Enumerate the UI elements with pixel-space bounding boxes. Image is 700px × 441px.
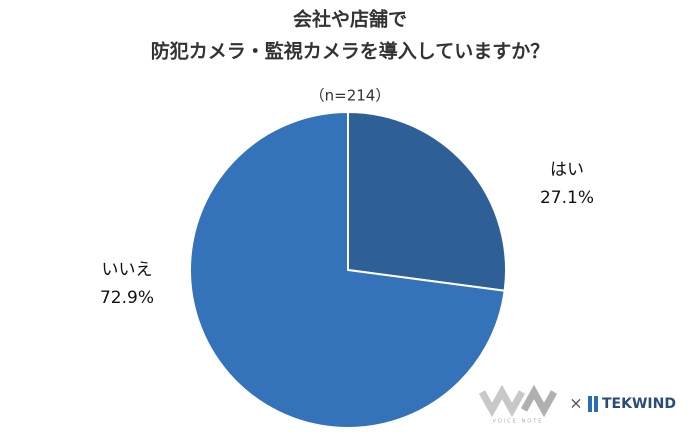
- value-label: 27.1%: [540, 188, 594, 208]
- logo-mark: [594, 396, 598, 412]
- logo-mark: [478, 384, 526, 418]
- chart-title: 会社や店舗で: [293, 8, 407, 31]
- logo-text: VOICE NOTE: [493, 419, 544, 425]
- chart-subtitle: （n=214）: [310, 87, 391, 105]
- pie-slice: [189, 110, 506, 429]
- chart-title: 防犯カメラ・監視カメラを導入していますか？: [151, 40, 549, 63]
- logo-text: ×: [569, 394, 582, 413]
- value-label: 72.9%: [100, 288, 154, 308]
- logo: VOICE NOTE × TEKWIND: [478, 384, 676, 425]
- slice-label: はい: [550, 160, 584, 180]
- logo-mark: [588, 396, 592, 412]
- pie-slice: [347, 110, 507, 292]
- logo-text: TEKWIND: [602, 396, 676, 412]
- logo-mark: [520, 384, 558, 418]
- slice-label: いいえ: [102, 260, 153, 280]
